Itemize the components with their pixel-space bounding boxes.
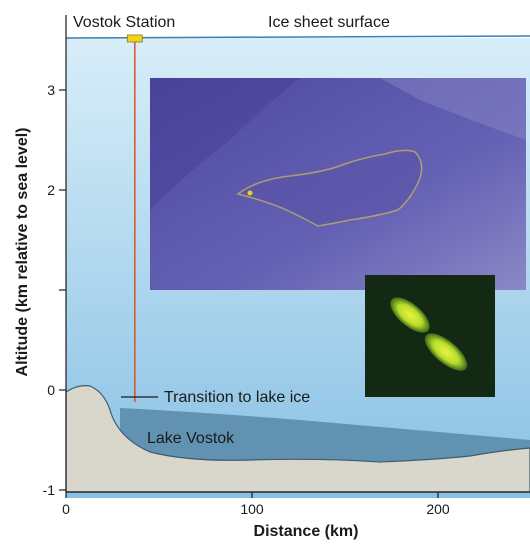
axes: 3 2 0 -1 0 100 200 Distance (km) Altitude (km… [14, 15, 530, 540]
y-tick-label: 0 [47, 382, 55, 398]
lake-vostok-water [120, 408, 530, 462]
microbe-cell-2 [424, 333, 468, 371]
lake-outline [236, 149, 423, 227]
y-tick-label: 3 [47, 82, 55, 98]
y-axis-title: Altitude (km relative to sea level) [14, 128, 31, 377]
bedrock [65, 385, 530, 493]
y-ticks: 3 2 0 -1 [43, 82, 66, 498]
x-axis-title: Distance (km) [254, 523, 359, 540]
surface-label: Ice sheet surface [268, 14, 390, 31]
x-tick-label: 100 [240, 501, 264, 517]
lake-label: Lake Vostok [147, 430, 235, 447]
station-location-dot [247, 190, 253, 196]
microbe-micrograph-inset [365, 275, 495, 397]
x-tick-label: 200 [426, 501, 450, 517]
ice-sheet-surface-line [65, 35, 530, 39]
transition-label: Transition to lake ice [164, 389, 310, 406]
satellite-image-inset [150, 78, 526, 290]
station-label: Vostok Station [73, 14, 175, 31]
y-tick-label: 2 [47, 182, 55, 198]
x-tick-label: 0 [62, 501, 70, 517]
station-marker [126, 34, 143, 43]
x-ticks: 0 100 200 [62, 492, 450, 517]
y-tick-label: -1 [43, 482, 56, 498]
microbe-cell-1 [390, 297, 430, 333]
